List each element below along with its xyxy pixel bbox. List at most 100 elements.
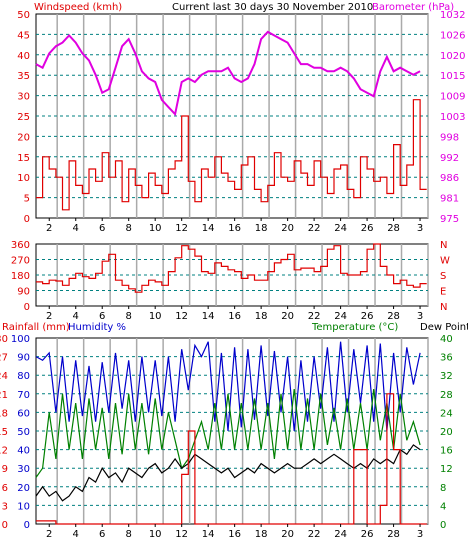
y-tick-label-compass: S (440, 271, 446, 282)
y-tick-label-humidity: 40 (17, 446, 30, 457)
series-line-dewpoint (35, 444, 421, 502)
barometer-title: Barometer (hPa) (372, 2, 454, 13)
x-tick-label: 12 (175, 311, 188, 322)
x-tick-label: 16 (228, 529, 241, 540)
y-tick-label-humidity: 10 (17, 501, 30, 512)
y-tick-label-compass: N (440, 302, 447, 313)
y-tick-label-temperature: 20 (440, 427, 453, 438)
y-tick-label-rainfall: 24 (0, 371, 8, 382)
y-tick-label-temperature: 40 (440, 334, 453, 345)
y-tick-label-windspeed: 5 (24, 194, 30, 205)
y-tick-label-rainfall: 3 (2, 501, 8, 512)
y-tick-label-temperature: 4 (440, 501, 446, 512)
x-tick-label: 28 (387, 223, 400, 234)
y-tick-label-temperature: 16 (440, 446, 453, 457)
x-tick-label: 20 (281, 529, 294, 540)
x-tick-label: 10 (149, 529, 162, 540)
y-tick-label-direction: 0 (24, 302, 30, 313)
plot-frame (35, 13, 429, 219)
y-tick-label-barometer: 975 (440, 214, 459, 225)
y-tick-label-barometer: 998 (440, 132, 459, 143)
x-tick-label: 10 (149, 311, 162, 322)
y-tick-label-windspeed: 10 (17, 173, 30, 184)
x-tick-label: 10 (149, 223, 162, 234)
y-tick-label-humidity: 60 (17, 408, 30, 419)
x-tick-label: 4 (73, 311, 79, 322)
x-tick-label: 3 (417, 311, 423, 322)
x-tick-label: 2 (46, 311, 52, 322)
panel-rain-humidity-temperature: 0369121518212427300102030405060708090100… (0, 334, 453, 540)
y-tick-label-humidity: 80 (17, 371, 30, 382)
y-tick-label-rainfall: 18 (0, 408, 8, 419)
y-tick-label-direction: 360 (11, 240, 30, 251)
x-tick-label: 20 (281, 223, 294, 234)
x-tick-label: 14 (202, 311, 215, 322)
y-tick-label-temperature: 28 (440, 390, 453, 401)
y-tick-label-barometer: 986 (440, 173, 459, 184)
y-tick-label-temperature: 36 (440, 353, 453, 364)
y-tick-label-humidity: 100 (11, 334, 30, 345)
y-tick-label-compass: E (440, 287, 446, 298)
x-tick-label: 24 (334, 311, 347, 322)
y-tick-label-barometer: 1026 (440, 30, 465, 41)
x-tick-label: 24 (334, 529, 347, 540)
temperature-title: Temperature (°C) (311, 322, 398, 333)
y-tick-label-temperature: 32 (440, 371, 453, 382)
y-tick-label-rainfall: 9 (2, 464, 8, 475)
x-tick-label: 4 (73, 529, 79, 540)
y-tick-label-rainfall: 15 (0, 427, 8, 438)
y-tick-label-barometer: 992 (440, 153, 459, 164)
y-tick-label-humidity: 0 (24, 520, 30, 531)
series-line-humidity (35, 341, 421, 432)
x-tick-label: 16 (228, 223, 241, 234)
y-tick-label-compass: W (440, 256, 450, 267)
x-tick-label: 18 (255, 311, 268, 322)
y-tick-label-windspeed: 40 (17, 51, 30, 62)
x-tick-label: 3 (417, 529, 423, 540)
x-tick-label: 8 (126, 311, 132, 322)
y-tick-label-windspeed: 50 (17, 10, 30, 21)
dewpoint-title: Dew Point (420, 322, 468, 333)
y-tick-label-barometer: 1020 (440, 51, 465, 62)
x-tick-label: 12 (175, 529, 188, 540)
rainfall-title: Rainfall (mm) (2, 322, 70, 333)
x-tick-label: 22 (308, 311, 321, 322)
series-line-barometer (35, 30, 421, 117)
x-tick-label: 18 (255, 529, 268, 540)
series-line-temperature (35, 389, 421, 478)
y-tick-label-rainfall: 6 (2, 483, 8, 494)
plot-frame (35, 243, 429, 307)
y-tick-label-barometer: 1003 (440, 112, 465, 123)
x-tick-label: 22 (308, 529, 321, 540)
y-tick-label-windspeed: 35 (17, 71, 30, 82)
y-tick-label-windspeed: 15 (17, 153, 30, 164)
y-tick-label-windspeed: 30 (17, 92, 30, 103)
y-tick-label-rainfall: 27 (0, 353, 8, 364)
y-tick-label-windspeed: 20 (17, 132, 30, 143)
y-tick-label-rainfall: 0 (2, 520, 8, 531)
y-tick-label-rainfall: 12 (0, 446, 8, 457)
x-tick-label: 3 (417, 223, 423, 234)
y-tick-label-humidity: 20 (17, 483, 30, 494)
x-tick-label: 6 (99, 529, 105, 540)
x-tick-label: 8 (126, 529, 132, 540)
y-tick-label-temperature: 24 (440, 408, 453, 419)
y-tick-label-temperature: 0 (440, 520, 446, 531)
y-tick-label-barometer: 1015 (440, 71, 465, 82)
series-line-rainfall (36, 393, 427, 525)
y-tick-label-barometer: 1009 (440, 92, 465, 103)
x-tick-label: 28 (387, 529, 400, 540)
y-tick-label-windspeed: 0 (24, 214, 30, 225)
x-tick-label: 14 (202, 223, 215, 234)
y-tick-label-temperature: 8 (440, 483, 446, 494)
x-tick-label: 24 (334, 223, 347, 234)
y-tick-label-humidity: 30 (17, 464, 30, 475)
y-tick-label-windspeed: 25 (17, 112, 30, 123)
x-tick-label: 28 (387, 311, 400, 322)
x-tick-label: 6 (99, 311, 105, 322)
y-tick-label-direction: 180 (11, 271, 30, 282)
x-tick-label: 20 (281, 311, 294, 322)
y-tick-label-temperature: 12 (440, 464, 453, 475)
